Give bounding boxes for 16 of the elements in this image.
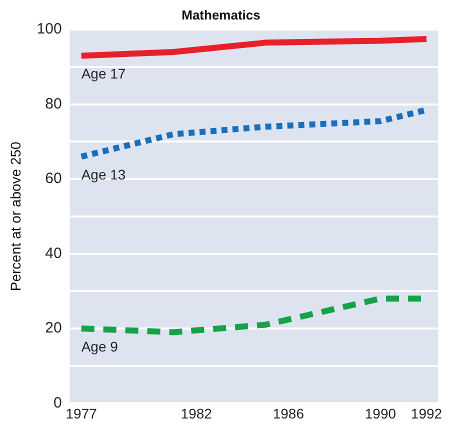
series-label: Age 9 <box>81 338 118 354</box>
y-axis-title: Percent at or above 250 <box>7 141 24 292</box>
y-tick-label: 80 <box>45 95 62 112</box>
y-tick-label: 40 <box>45 244 62 262</box>
x-tick-label: 1977 <box>66 405 98 422</box>
y-tick-label: 20 <box>45 320 62 337</box>
y-tick-label: 60 <box>45 170 62 188</box>
y-tick-label: 0 <box>53 394 62 412</box>
chart-title: Mathematics <box>182 7 260 22</box>
x-tick-label: 1986 <box>272 405 304 422</box>
x-tick-label: 1982 <box>180 405 212 422</box>
y-tick-label: 100 <box>36 20 62 38</box>
x-tick-label: 1990 <box>364 405 396 422</box>
series-label: Age 17 <box>81 66 126 82</box>
series-label: Age 13 <box>81 166 126 182</box>
x-tick-label: 1992 <box>410 405 442 422</box>
